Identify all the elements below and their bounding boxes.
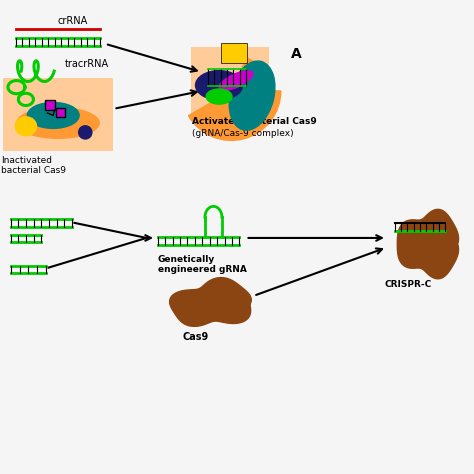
Text: Inactivated
bacterial Cas9: Inactivated bacterial Cas9 <box>1 156 66 175</box>
Ellipse shape <box>196 71 243 100</box>
FancyBboxPatch shape <box>221 43 247 63</box>
Text: Cas9: Cas9 <box>183 332 209 342</box>
Text: crRNA: crRNA <box>58 16 88 26</box>
Ellipse shape <box>17 108 99 138</box>
Ellipse shape <box>79 126 92 139</box>
Text: (gRNA/Cas-9 complex): (gRNA/Cas-9 complex) <box>192 128 294 137</box>
Text: Genetically
engineered gRNA: Genetically engineered gRNA <box>158 255 246 274</box>
Text: Activated bacterial Cas9: Activated bacterial Cas9 <box>192 117 317 126</box>
Ellipse shape <box>27 102 79 128</box>
Polygon shape <box>170 278 251 327</box>
Ellipse shape <box>229 61 275 130</box>
Polygon shape <box>397 210 458 279</box>
Text: tracrRNA: tracrRNA <box>65 59 109 69</box>
FancyBboxPatch shape <box>3 78 113 151</box>
Text: A: A <box>291 47 302 61</box>
FancyBboxPatch shape <box>191 46 269 116</box>
FancyBboxPatch shape <box>45 100 55 110</box>
Wedge shape <box>231 58 268 91</box>
Ellipse shape <box>15 117 36 136</box>
Wedge shape <box>189 91 281 140</box>
FancyBboxPatch shape <box>56 109 64 117</box>
Ellipse shape <box>206 89 232 104</box>
Ellipse shape <box>219 71 253 91</box>
Text: CRISPR-C: CRISPR-C <box>384 280 431 289</box>
